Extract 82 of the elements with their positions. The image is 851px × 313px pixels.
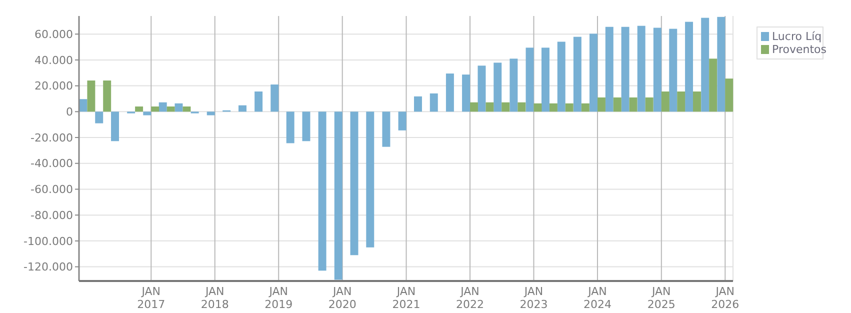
bar <box>581 103 590 112</box>
x-tick-label: JAN 2025 <box>647 285 676 311</box>
bar <box>685 22 694 112</box>
bar <box>238 105 246 112</box>
bar <box>494 62 502 112</box>
y-tick-label: 40.000 <box>34 54 73 67</box>
y-tick-label: 60.000 <box>34 28 73 41</box>
legend-label: Lucro Líq <box>772 30 822 43</box>
bar <box>111 112 119 142</box>
x-tick-label: JAN 2019 <box>264 285 293 311</box>
bar <box>534 103 542 112</box>
bar <box>605 26 614 112</box>
x-tick-label: JAN 2017 <box>137 285 166 311</box>
bar <box>573 36 582 112</box>
bar <box>613 97 622 112</box>
bar <box>486 102 494 112</box>
bar <box>645 97 654 112</box>
bar <box>709 58 718 112</box>
y-tick-label: -40.000 <box>30 157 73 170</box>
bar <box>270 84 279 112</box>
bar <box>135 106 144 112</box>
bar <box>510 58 518 112</box>
bar <box>334 112 342 280</box>
bar <box>590 34 598 112</box>
bar <box>446 74 454 112</box>
bar <box>637 26 646 112</box>
bar <box>478 66 486 112</box>
bar <box>470 102 478 112</box>
bar <box>103 80 112 112</box>
y-tick-label: 0 <box>66 106 73 119</box>
bar <box>565 103 574 112</box>
bar <box>677 91 686 112</box>
y-tick-label: -80.000 <box>30 208 73 222</box>
bar <box>526 48 534 112</box>
bar <box>95 112 104 124</box>
y-tick-label: -120.000 <box>24 260 73 274</box>
bar <box>597 97 606 112</box>
bar <box>557 42 566 112</box>
y-tick-label: -20.000 <box>30 131 73 144</box>
bar <box>350 112 358 256</box>
bar <box>518 102 526 112</box>
bar <box>254 91 263 112</box>
bar <box>502 102 510 112</box>
bar <box>87 80 96 112</box>
bar <box>621 26 630 112</box>
bar <box>158 102 167 112</box>
x-tick-label: JAN 2021 <box>392 285 420 311</box>
x-tick-label: JAN 2020 <box>328 285 356 311</box>
y-tick-label: -100.000 <box>24 234 73 248</box>
bar <box>206 112 215 116</box>
x-tick-label: JAN 2022 <box>456 285 484 311</box>
bar <box>629 97 638 112</box>
bar <box>318 112 326 271</box>
x-tick-label: JAN 2026 <box>711 285 740 311</box>
x-tick-label: JAN 2023 <box>520 285 548 311</box>
bar <box>382 112 390 147</box>
bar <box>725 78 734 112</box>
bar <box>143 112 152 116</box>
bar <box>182 106 191 112</box>
bar <box>286 112 294 144</box>
bar <box>398 112 406 130</box>
bar <box>693 91 701 112</box>
bar <box>302 112 310 142</box>
y-tick-label: -60.000 <box>30 183 73 196</box>
bar <box>366 112 374 248</box>
bar <box>653 28 662 112</box>
bar <box>549 103 558 112</box>
x-tick-label: JAN 2018 <box>200 285 229 311</box>
bar <box>701 18 710 112</box>
bar <box>151 106 160 112</box>
bar <box>661 91 670 112</box>
bar <box>166 106 175 112</box>
bar <box>717 16 726 112</box>
bar <box>430 93 438 112</box>
legend-label: Proventos <box>772 43 827 56</box>
bar <box>462 74 470 112</box>
y-tick-label: 20.000 <box>34 80 73 93</box>
x-tick-label: JAN 2024 <box>583 285 612 311</box>
bar <box>669 28 678 112</box>
bar <box>541 48 550 112</box>
bar <box>174 103 183 112</box>
bar <box>414 96 422 112</box>
